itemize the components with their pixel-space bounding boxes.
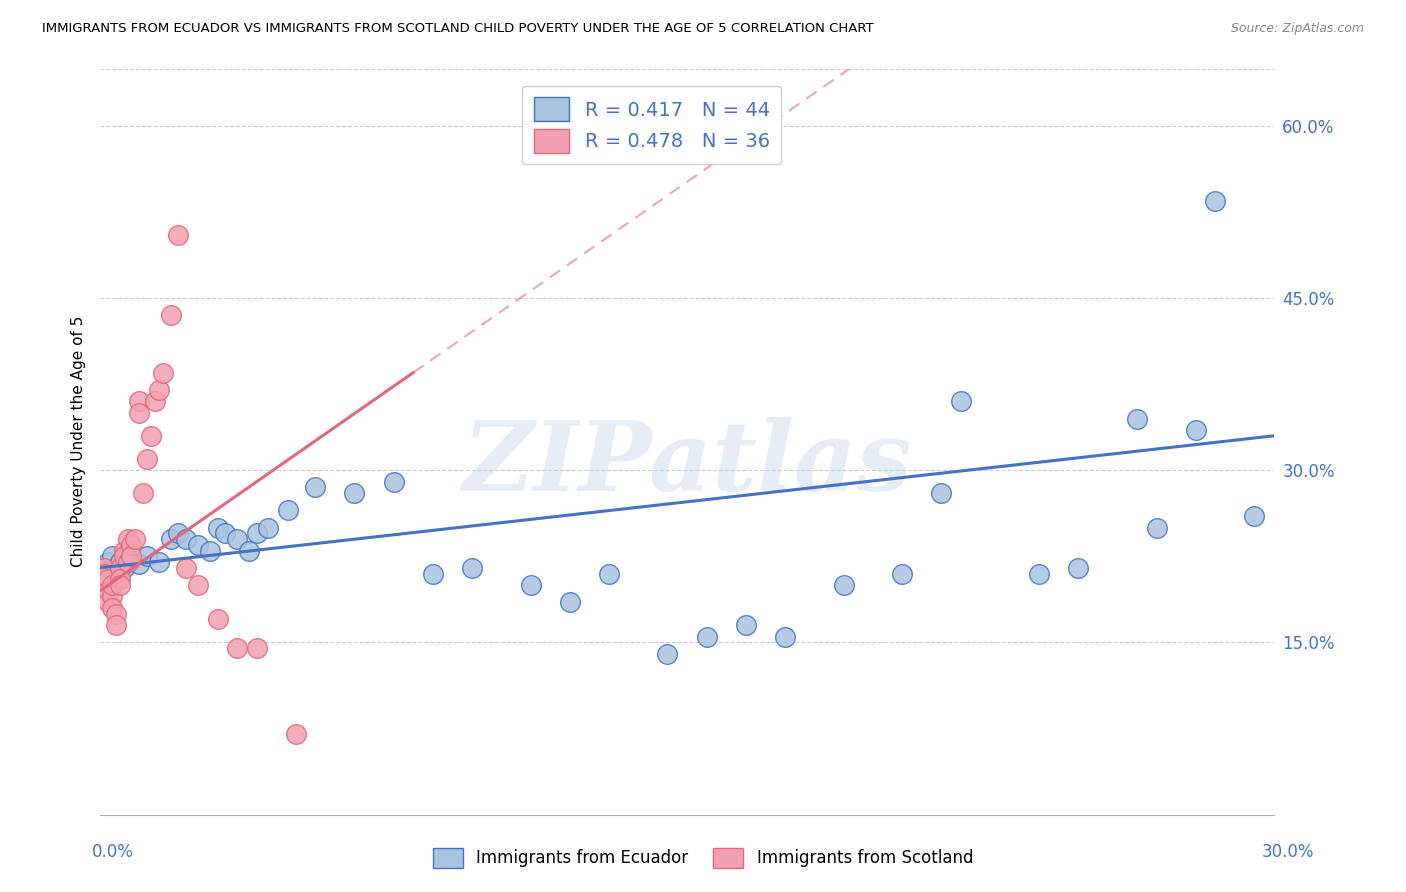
Point [117,532,139,546]
Point [187,578,209,592]
Point [558,595,581,609]
Point [207,521,229,535]
Point [343,486,366,500]
Text: Source: ZipAtlas.com: Source: ZipAtlas.com [1230,22,1364,36]
Point [246,641,269,656]
Point [461,561,484,575]
Point [104,607,127,621]
Point [120,553,142,567]
Point [246,526,269,541]
Point [112,549,135,564]
Text: 30.0%: 30.0% [1263,843,1315,861]
Point [112,561,135,575]
Point [198,543,221,558]
Point [382,475,405,489]
Point [97,572,120,586]
Point [143,394,166,409]
Point [519,578,541,592]
Point [152,366,174,380]
Point [187,538,209,552]
Text: 0.0%: 0.0% [91,843,134,861]
Point [97,595,120,609]
Point [214,526,236,541]
Point [696,630,718,644]
Point [773,630,796,644]
Point [120,549,142,564]
Point [97,583,120,598]
Point [104,618,127,632]
Point [112,543,135,558]
Point [139,429,162,443]
Point [101,590,124,604]
Point [167,526,190,541]
Point [1146,521,1168,535]
Point [1028,566,1050,581]
Point [159,308,181,322]
Point [117,555,139,569]
Point [101,601,124,615]
Point [734,618,756,632]
Point [104,561,127,575]
Point [148,383,170,397]
Point [93,566,115,581]
Legend: R = 0.417   N = 44, R = 0.478   N = 36: R = 0.417 N = 44, R = 0.478 N = 36 [522,86,782,164]
Point [891,566,914,581]
Point [174,561,197,575]
Point [238,543,260,558]
Point [226,532,249,546]
Y-axis label: Child Poverty Under the Age of 5: Child Poverty Under the Age of 5 [72,316,86,567]
Point [108,561,131,575]
Point [174,532,197,546]
Point [1243,509,1265,524]
Point [598,566,620,581]
Point [128,558,150,572]
Point [101,549,124,564]
Point [277,503,299,517]
Point [97,555,120,569]
Point [167,227,190,242]
Point [108,578,131,592]
Text: ZIPatlas: ZIPatlas [463,417,912,511]
Point [657,647,679,661]
Point [120,538,142,552]
Legend: Immigrants from Ecuador, Immigrants from Scotland: Immigrants from Ecuador, Immigrants from… [426,841,980,875]
Point [136,451,159,466]
Point [1184,423,1206,437]
Point [422,566,444,581]
Text: IMMIGRANTS FROM ECUADOR VS IMMIGRANTS FROM SCOTLAND CHILD POVERTY UNDER THE AGE : IMMIGRANTS FROM ECUADOR VS IMMIGRANTS FR… [42,22,873,36]
Point [207,612,229,626]
Point [1204,194,1226,208]
Point [136,549,159,564]
Point [159,532,181,546]
Point [128,394,150,409]
Point [128,406,150,420]
Point [124,532,146,546]
Point [101,578,124,592]
Point [949,394,972,409]
Point [304,480,326,494]
Point [832,578,855,592]
Point [931,486,953,500]
Point [1126,411,1149,425]
Point [108,555,131,569]
Point [93,561,115,575]
Point [284,727,307,741]
Point [226,641,249,656]
Point [257,521,280,535]
Point [132,486,155,500]
Point [1067,561,1090,575]
Point [108,572,131,586]
Point [148,555,170,569]
